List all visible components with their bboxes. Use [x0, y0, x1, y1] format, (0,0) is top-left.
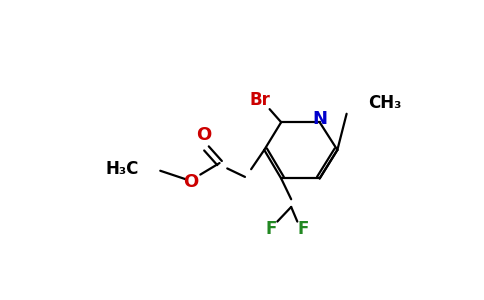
Text: Br: Br [250, 91, 271, 109]
Text: O: O [183, 173, 199, 191]
Text: N: N [312, 110, 327, 128]
Text: O: O [197, 126, 212, 144]
Text: F: F [298, 220, 309, 238]
Text: F: F [265, 220, 277, 238]
Text: CH₃: CH₃ [368, 94, 402, 112]
Text: H₃C: H₃C [106, 160, 139, 178]
